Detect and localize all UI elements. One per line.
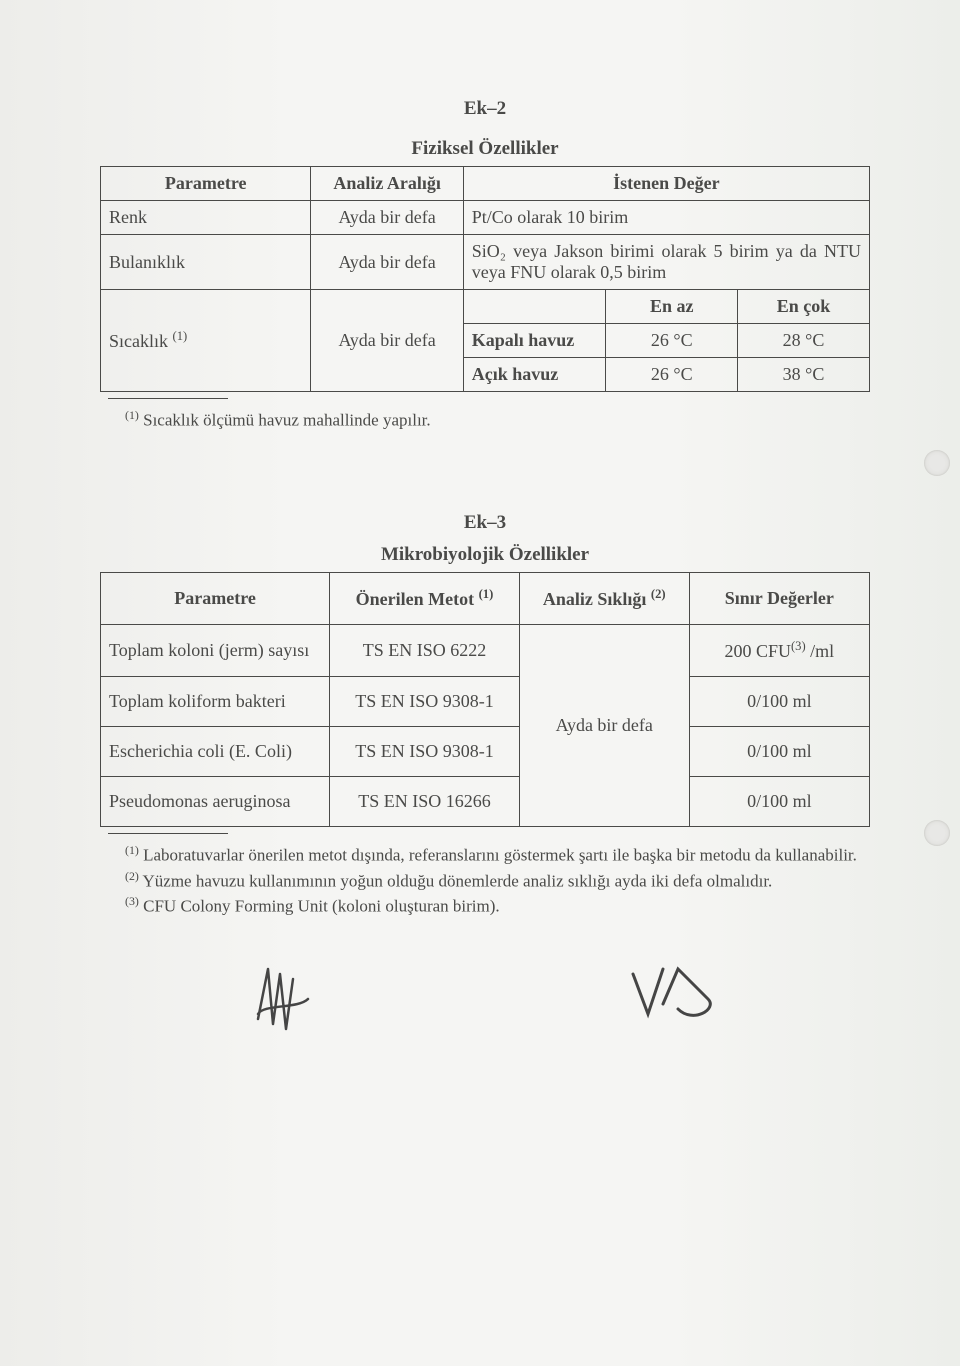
signature-left: [238, 959, 328, 1039]
ek2-table: Parametre Analiz Aralığı İstenen Değer R…: [100, 166, 870, 392]
footnote-rule: [108, 833, 228, 834]
footnote-text: Sıcaklık ölçümü havuz mahallinde yapılır…: [143, 411, 431, 430]
footnote-sup: (3): [125, 894, 139, 908]
col-parametre: Parametre: [101, 167, 311, 201]
sinir-sup: (3): [791, 639, 806, 653]
col-analiz: Analiz Aralığı: [311, 167, 463, 201]
col-sikligi-sup: (2): [651, 587, 666, 601]
cell-value: 26 °C: [606, 324, 738, 358]
document-page: Ek–2 Fiziksel Özellikler Parametre Anali…: [0, 0, 960, 1366]
ek3-title: Mikrobiyolojik Özellikler: [90, 544, 880, 566]
ek2-footnotes: (1) Sıcaklık ölçümü havuz mahallinde yap…: [108, 407, 862, 432]
cell-param: Renk: [101, 201, 311, 235]
sicaklik-sup: (1): [173, 329, 188, 343]
cell-metot: TS EN ISO 9308-1: [330, 677, 520, 727]
table-row: Toplam koliform bakteri TS EN ISO 9308-1…: [101, 677, 870, 727]
ek3-code: Ek–3: [90, 512, 880, 534]
cell-value: 28 °C: [738, 324, 870, 358]
cell-param: Toplam koliform bakteri: [101, 677, 330, 727]
cell-metot: TS EN ISO 6222: [330, 625, 520, 677]
sinir-pre: 200 CFU: [724, 641, 791, 661]
table-header-row: Parametre Önerilen Metot (1) Analiz Sıkl…: [101, 573, 870, 625]
cell-param: Escherichia coli (E. Coli): [101, 727, 330, 777]
col-metot: Önerilen Metot (1): [330, 573, 520, 625]
cell-param: Sıcaklık (1): [101, 290, 311, 392]
cell-metot: TS EN ISO 9308-1: [330, 727, 520, 777]
ek3-footnotes: (1) Laboratuvarlar önerilen metot dışınd…: [108, 842, 862, 918]
punch-hole: [924, 820, 950, 846]
footnote-text: Yüzme havuzu kullanımının yoğun olduğu d…: [143, 872, 773, 891]
table-row: Bulanıklık Ayda bir defa SiO₂ veya Jakso…: [101, 235, 870, 290]
ek2-title: Fiziksel Özellikler: [90, 138, 880, 160]
footnote-sup: (1): [125, 408, 139, 422]
table-header-row: Parametre Analiz Aralığı İstenen Değer: [101, 167, 870, 201]
cell-param: Pseudomonas aeruginosa: [101, 777, 330, 827]
cell-analiz: Ayda bir defa: [311, 235, 463, 290]
signatures: [90, 959, 880, 1039]
footnote-sup: (2): [125, 869, 139, 883]
cell-sinir: 200 CFU(3) /ml: [689, 625, 869, 677]
col-metot-sup: (1): [479, 587, 494, 601]
col-parametre: Parametre: [101, 573, 330, 625]
table-row: Renk Ayda bir defa Pt/Co olarak 10 birim: [101, 201, 870, 235]
footnote-text: Laboratuvarlar önerilen metot dışında, r…: [143, 846, 857, 865]
col-enaz: En az: [606, 290, 738, 324]
cell-sinir: 0/100 ml: [689, 727, 869, 777]
footnote-sup: (1): [125, 843, 139, 857]
table-row: Sıcaklık (1) Ayda bir defa En az En çok: [101, 290, 870, 324]
cell-sinir: 0/100 ml: [689, 777, 869, 827]
cell-deger: SiO₂ veya Jakson birimi olarak 5 birim y…: [463, 235, 869, 290]
cell-acik: Açık havuz: [463, 358, 606, 392]
footnote-text: CFU Colony Forming Unit (koloni oluştura…: [143, 897, 500, 916]
col-sikligi-text: Analiz Sıklığı: [543, 589, 647, 609]
cell-param: Bulanıklık: [101, 235, 311, 290]
cell-metot: TS EN ISO 16266: [330, 777, 520, 827]
col-sikligi: Analiz Sıklığı (2): [519, 573, 689, 625]
cell-sinir: 0/100 ml: [689, 677, 869, 727]
table-row: Escherichia coli (E. Coli) TS EN ISO 930…: [101, 727, 870, 777]
cell-param: Toplam koloni (jerm) sayısı: [101, 625, 330, 677]
sicaklik-label: Sıcaklık: [109, 331, 168, 351]
col-encok: En çok: [738, 290, 870, 324]
col-metot-text: Önerilen Metot: [356, 589, 474, 609]
ek2-code: Ek–2: [90, 98, 880, 120]
cell-freq: Ayda bir defa: [519, 625, 689, 827]
sinir-post: /ml: [806, 641, 835, 661]
footnote-rule: [108, 398, 228, 399]
cell-analiz: Ayda bir defa: [311, 290, 463, 392]
table-row: Toplam koloni (jerm) sayısı TS EN ISO 62…: [101, 625, 870, 677]
table-row: Pseudomonas aeruginosa TS EN ISO 16266 0…: [101, 777, 870, 827]
cell-value: 38 °C: [738, 358, 870, 392]
cell-analiz: Ayda bir defa: [311, 201, 463, 235]
ek3-table: Parametre Önerilen Metot (1) Analiz Sıkl…: [100, 572, 870, 827]
col-sinir: Sınır Değerler: [689, 573, 869, 625]
cell-value: 26 °C: [606, 358, 738, 392]
punch-hole: [924, 450, 950, 476]
cell-deger: Pt/Co olarak 10 birim: [463, 201, 869, 235]
signature-right: [623, 959, 733, 1029]
cell-kapali: Kapalı havuz: [463, 324, 606, 358]
col-istenen: İstenen Değer: [463, 167, 869, 201]
